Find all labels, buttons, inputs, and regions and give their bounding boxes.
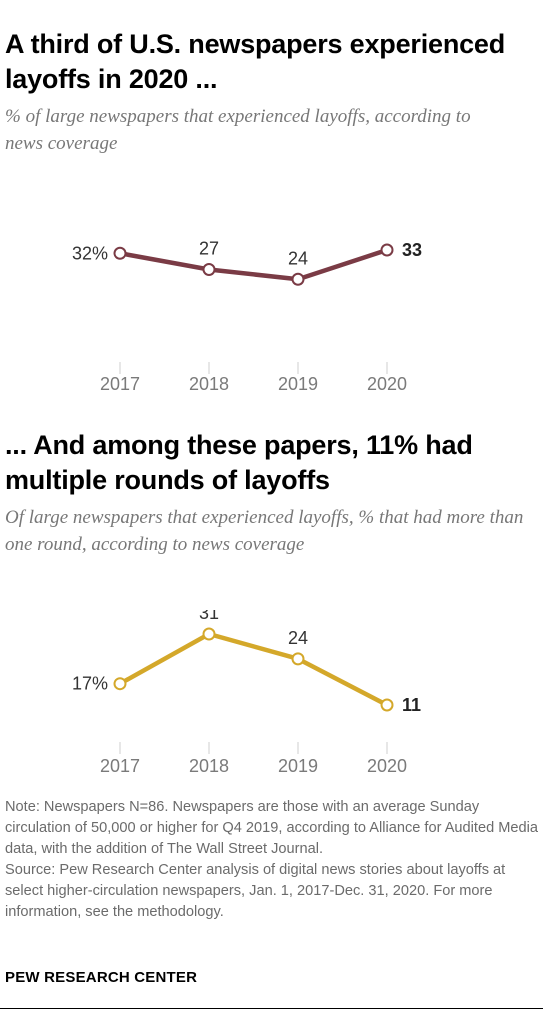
chart1-title: A third of U.S. newspapers experienced l…	[5, 29, 506, 94]
chart1-x-tick-label: 2019	[278, 374, 318, 394]
note-text: Note: Newspapers N=86. Newspapers are th…	[5, 799, 538, 857]
chart2-title: ... And among these papers, 11% had mult…	[5, 430, 473, 495]
brand-logo-text: PEW RESEARCH CENTER	[5, 969, 198, 986]
chart2-data-point	[113, 677, 127, 691]
chart2-data-point	[202, 627, 216, 641]
chart2-subtitle: Of large newspapers that experienced lay…	[5, 507, 524, 555]
chart2-x-tick-label: 2019	[278, 756, 318, 776]
source-text: Source: Pew Research Center analysis of …	[5, 862, 506, 920]
chart1-subtitle: % of large newspapers that experienced l…	[5, 106, 471, 154]
chart1-data-label: 27	[199, 239, 219, 259]
chart1-series-line	[117, 247, 390, 282]
bottom-divider	[0, 1008, 543, 1009]
chart2-data-label: 17%	[72, 674, 108, 694]
chart1-data-point	[113, 246, 127, 260]
chart2-data-label: 24	[288, 628, 308, 648]
chart2-x-tick-label: 2020	[367, 756, 407, 776]
chart2-data-point	[291, 652, 305, 666]
chart1-x-tick-label: 2017	[100, 374, 140, 394]
chart1-x-tick-label: 2020	[367, 374, 407, 394]
notes: Note: Newspapers N=86. Newspapers are th…	[5, 797, 540, 923]
chart1-x-tick-label: 2018	[189, 374, 229, 394]
chart2-x-tick-label: 2018	[189, 756, 229, 776]
chart1-plot: 2017 2018 2019 2020 32% 27 24 33	[72, 239, 422, 395]
chart2-plot: 2017 2018 2019 2020 17% 31 24 11	[72, 610, 421, 776]
chart1-data-point	[291, 272, 305, 286]
chart2-data-label: 11	[402, 695, 421, 715]
chart1-data-point	[380, 243, 394, 257]
chart1-data-label: 33	[402, 240, 422, 260]
chart1-data-point	[202, 263, 216, 276]
chart1-data-label: 24	[288, 248, 308, 268]
chart2-series-line	[117, 631, 390, 708]
chart2-data-label: 31	[199, 610, 219, 623]
chart2-data-point	[380, 698, 394, 712]
chart2-x-tick-label: 2017	[100, 756, 140, 776]
chart1-data-label: 32%	[72, 243, 108, 263]
